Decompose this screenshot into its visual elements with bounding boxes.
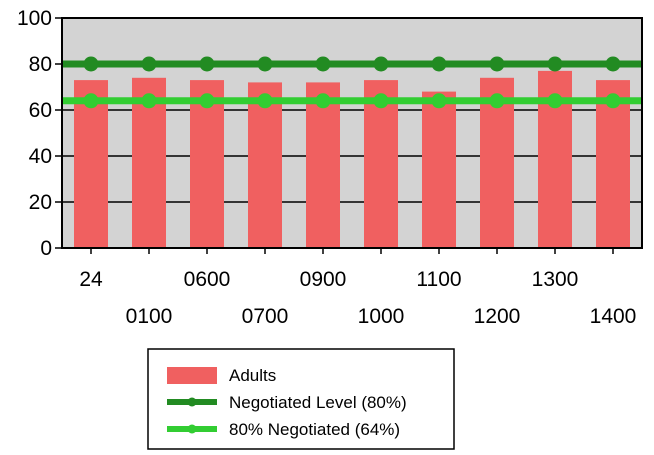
x-tick-label-1000: 1000 — [358, 305, 405, 328]
x-tick-labels: 24 0100 0600 0700 0900 1000 1100 1200 1300 1400 — [79, 248, 636, 328]
series-point-1100 — [431, 93, 447, 109]
series-point-1000 — [373, 56, 389, 72]
series-point-1200 — [489, 93, 505, 109]
plot-border — [61, 17, 643, 249]
legend-swatch — [167, 367, 217, 384]
y-tick-label: 40 — [29, 145, 52, 168]
series-point-1300 — [547, 93, 563, 109]
series-point-24 — [83, 93, 99, 109]
x-tick-label-1200: 1200 — [474, 305, 521, 328]
bar-adults-0700 — [248, 82, 282, 249]
y-tick-label: 20 — [29, 191, 52, 214]
legend-label: Negotiated Level (80%) — [229, 393, 407, 412]
series-point-0600 — [199, 93, 215, 109]
legend-swatch-marker — [187, 424, 197, 434]
line-layer — [62, 56, 642, 109]
y-tick-label: 100 — [17, 7, 52, 30]
x-tick-label-0100: 0100 — [126, 305, 173, 328]
legend-label: Adults — [229, 366, 276, 385]
y-tick-labels: 0 20 40 60 80 100 — [17, 7, 62, 260]
series-point-0900 — [315, 93, 331, 109]
legend-label: 80% Negotiated (64%) — [229, 420, 400, 439]
legend-item-2: 80% Negotiated (64%) — [167, 420, 400, 439]
series-point-1300 — [547, 56, 563, 72]
x-tick-label-0700: 0700 — [242, 305, 289, 328]
bar-adults-0900 — [306, 82, 340, 249]
series-point-0700 — [257, 56, 273, 72]
series-point-0700 — [257, 93, 273, 109]
x-tick-label-0900: 0900 — [300, 268, 347, 291]
x-tick-label-0600: 0600 — [184, 268, 231, 291]
series-point-24 — [83, 56, 99, 72]
line-series-0 — [62, 56, 642, 72]
series-point-1100 — [431, 56, 447, 72]
x-tick-label-24: 24 — [79, 268, 103, 291]
legend-swatch-marker — [187, 397, 197, 407]
line-series-1 — [62, 93, 642, 109]
series-point-0900 — [315, 56, 331, 72]
series-point-0600 — [199, 56, 215, 72]
legend: Adults Negotiated Level (80%) 80% Negotiat… — [147, 348, 455, 450]
series-point-1000 — [373, 93, 389, 109]
series-point-1400 — [605, 56, 621, 72]
bar-adults-1100 — [422, 91, 456, 248]
x-tick-label-1400: 1400 — [590, 305, 637, 328]
series-point-1200 — [489, 56, 505, 72]
x-tick-label-1100: 1100 — [416, 268, 461, 291]
series-point-0100 — [141, 56, 157, 72]
series-point-1400 — [605, 93, 621, 109]
y-tick-label: 60 — [29, 99, 52, 122]
y-tick-label: 0 — [40, 237, 52, 260]
y-tick-label: 80 — [29, 53, 52, 76]
series-point-0100 — [141, 93, 157, 109]
legend-item-0: Adults — [167, 366, 276, 385]
legend-item-1: Negotiated Level (80%) — [167, 393, 407, 412]
x-tick-label-1300: 1300 — [532, 268, 579, 291]
